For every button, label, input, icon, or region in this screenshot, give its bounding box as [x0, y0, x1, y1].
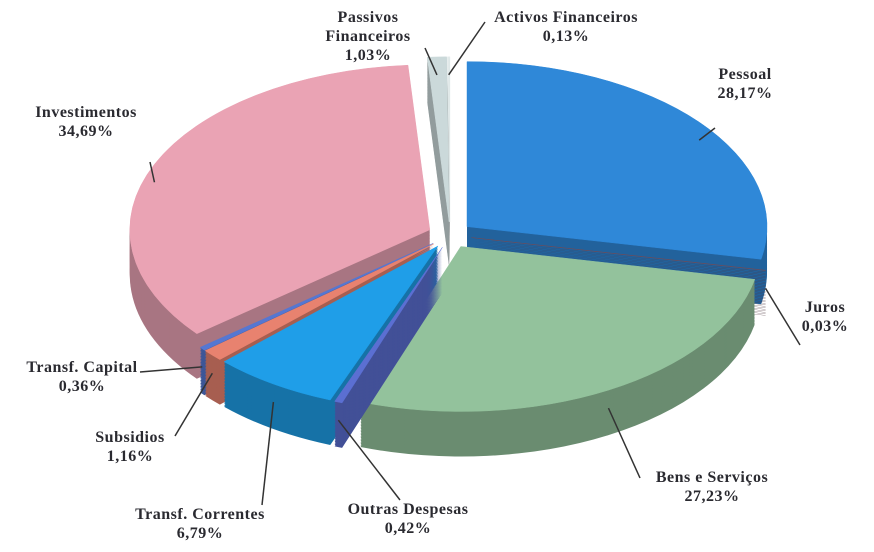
slice-label: Outras Despesas 0,42% — [348, 500, 469, 538]
slice-label: Passivos Financeiros 1,03% — [313, 8, 423, 65]
value-label: 0,36% — [58, 378, 106, 395]
slice-side-layer — [471, 243, 766, 277]
slice — [334, 247, 443, 404]
value-label: 27,23% — [684, 488, 740, 505]
value-label: 1,16% — [106, 448, 154, 465]
category-name: Outras Despesas — [347, 501, 469, 518]
slice-side-layer — [471, 245, 766, 279]
slice — [204, 243, 434, 360]
slice-label: Subsidios 1,16% — [95, 428, 164, 466]
slice — [223, 245, 439, 401]
slice — [426, 56, 450, 222]
slice-side-layer — [471, 239, 766, 273]
leader-line — [448, 21, 486, 76]
slice-side — [334, 248, 443, 448]
leader-line — [607, 407, 641, 479]
value-label: 6,79% — [176, 525, 224, 542]
slice-label: Transf. Correntes 6,79% — [135, 505, 265, 543]
leader-line — [698, 127, 716, 141]
category-name: Transf. Capital — [26, 359, 138, 376]
slice — [129, 64, 431, 334]
category-name: Subsidios — [95, 429, 165, 446]
slice — [447, 56, 451, 222]
slice-label: Bens e Serviços 27,23% — [656, 468, 768, 506]
value-label: 0,42% — [384, 520, 432, 537]
leader-line — [139, 366, 203, 373]
value-label: 0,13% — [542, 28, 590, 45]
slice-label: Investimentos 34,69% — [35, 103, 137, 141]
category-name: Transf. Correntes — [135, 506, 265, 523]
leader-line — [337, 419, 401, 501]
slice-side-layer — [471, 246, 766, 280]
category-name: Investimentos — [35, 104, 137, 121]
slice-label: Activos Financeiros 0,13% — [494, 8, 638, 46]
category-name: Pessoal — [718, 66, 772, 83]
slice-side-layer — [471, 240, 766, 274]
value-label: 0,03% — [801, 318, 849, 335]
leader-line — [424, 47, 438, 76]
value-label: 34,69% — [58, 123, 114, 140]
slice-side-layer — [471, 242, 766, 276]
category-name: Juros — [804, 299, 846, 316]
category-name: Bens e Serviços — [655, 469, 769, 486]
value-label: 1,03% — [344, 47, 392, 64]
leader-line — [174, 372, 213, 437]
slice — [360, 246, 756, 412]
leader-line — [149, 161, 156, 183]
slice — [471, 237, 766, 271]
slice-label: Pessoal 28,17% — [718, 65, 773, 103]
leader-line — [261, 401, 275, 506]
slice — [199, 243, 434, 351]
slice — [466, 61, 768, 260]
slice-label: Juros 0,03% — [802, 298, 849, 336]
value-label: 28,17% — [717, 85, 773, 102]
category-name: Passivos Financeiros — [325, 9, 411, 45]
slice-label: Transf. Capital 0,36% — [26, 358, 137, 396]
category-name: Activos Financeiros — [494, 9, 638, 26]
leader-line — [764, 288, 801, 346]
